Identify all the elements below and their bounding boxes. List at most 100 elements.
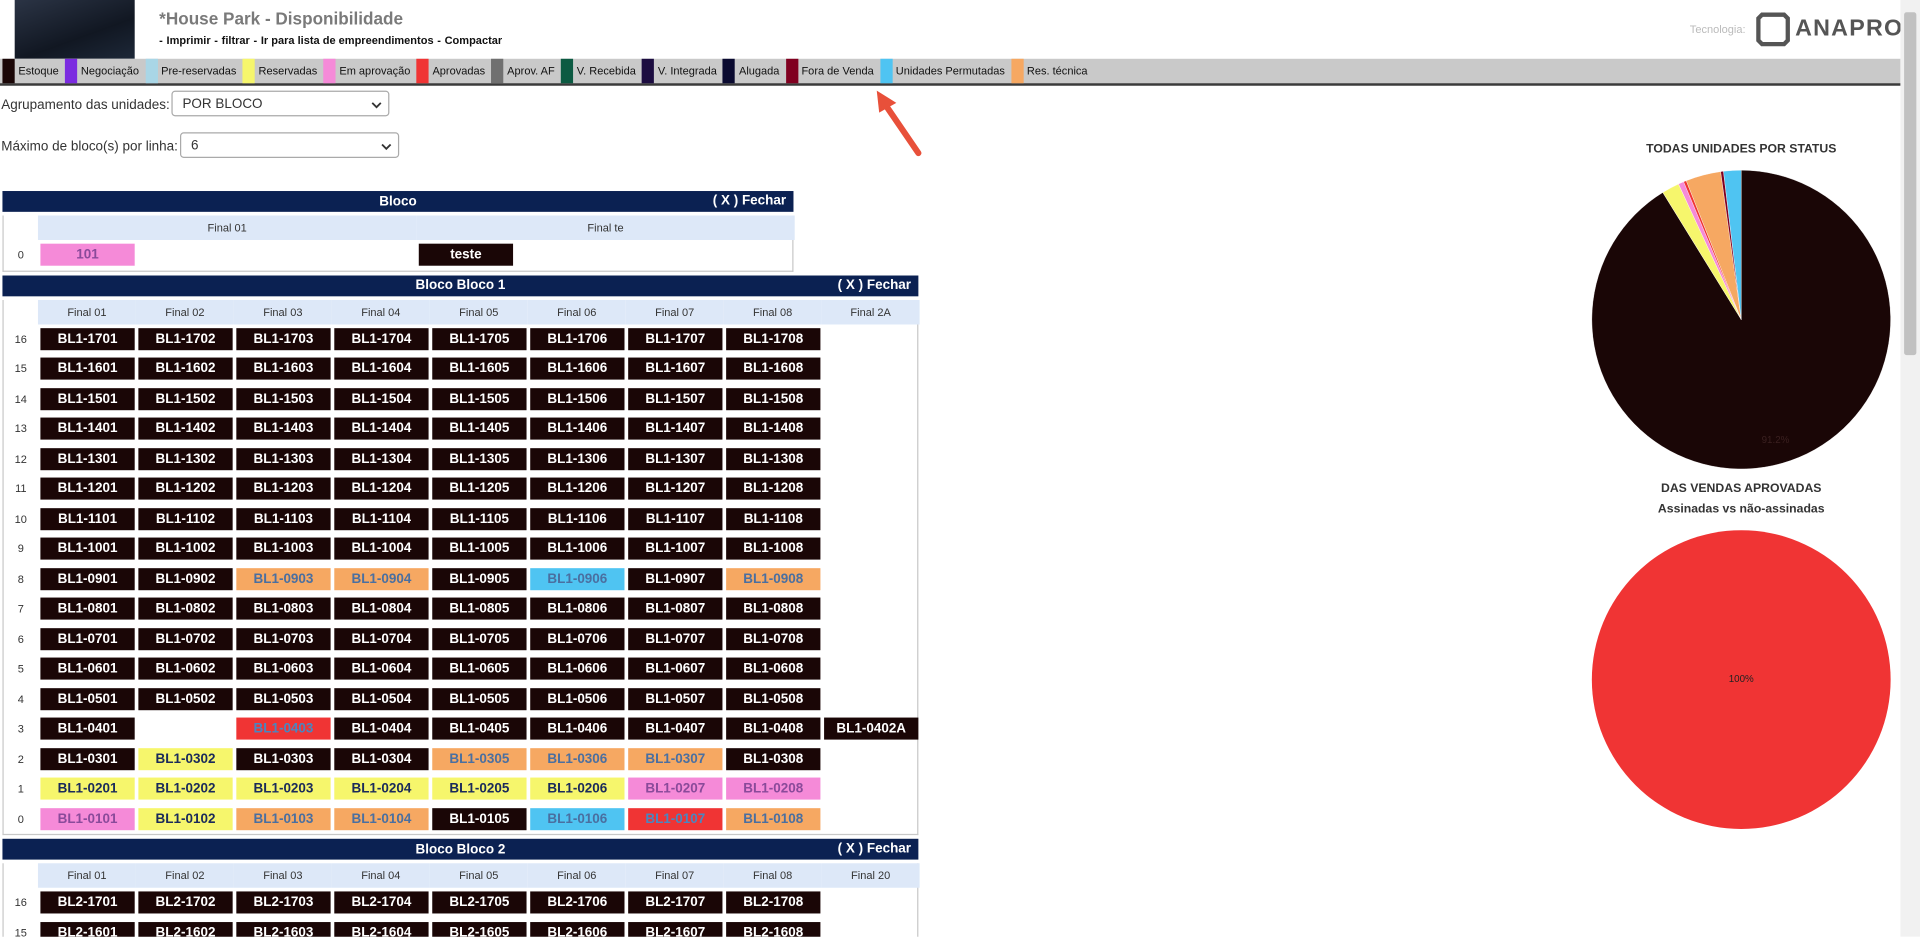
unit-cell[interactable]: BL1-0608 [726,657,821,680]
unit-cell[interactable]: BL2-1707 [628,891,723,914]
unit-cell[interactable]: BL1-0908 [726,567,821,590]
unit-cell[interactable]: BL1-0206 [530,777,625,800]
unit-cell[interactable]: BL1-1608 [726,357,821,380]
unit-cell[interactable]: BL1-0203 [236,777,331,800]
unit-cell[interactable]: BL2-1607 [628,921,723,937]
unit-cell[interactable]: BL2-1608 [726,921,821,937]
unit-cell[interactable]: BL1-1501 [40,387,135,410]
unit-cell[interactable]: BL1-1206 [530,477,625,500]
unit-cell[interactable]: BL1-0304 [334,747,429,770]
legend-item[interactable]: Alugada [721,58,783,84]
unit-cell[interactable]: BL1-1502 [138,387,233,410]
unit-cell[interactable]: BL1-1106 [530,507,625,530]
legend-item[interactable]: V. Integrada [640,58,721,84]
unit-cell[interactable]: BL1-1103 [236,507,331,530]
unit-cell[interactable]: BL1-0406 [530,717,625,740]
unit-cell[interactable]: BL1-1208 [726,477,821,500]
unit-cell[interactable]: BL1-0802 [138,597,233,620]
unit-cell[interactable]: BL1-0307 [628,747,723,770]
unit-cell[interactable]: BL1-0502 [138,687,233,710]
unit-cell[interactable]: BL1-1703 [236,327,331,350]
block-close[interactable]: ( X ) Fechar [712,193,787,209]
legend-item[interactable]: V. Recebida [558,58,639,84]
unit-cell[interactable]: BL1-1701 [40,327,135,350]
unit-cell[interactable]: BL1-0403 [236,717,331,740]
unit-cell[interactable]: BL1-1604 [334,357,429,380]
unit-cell[interactable]: BL1-0706 [530,627,625,650]
scrollbar-thumb[interactable] [1904,12,1917,356]
unit-cell[interactable]: BL1-0603 [236,657,331,680]
unit-cell[interactable]: BL2-1604 [334,921,429,937]
unit-cell[interactable]: BL1-1102 [138,507,233,530]
unit-cell[interactable]: BL1-0405 [432,717,527,740]
unit-cell[interactable]: BL1-0805 [432,597,527,620]
unit-cell[interactable]: BL1-1405 [432,417,527,440]
header-link[interactable]: Ir para lista de empreendimentos [260,34,434,47]
unit-cell[interactable]: BL1-0602 [138,657,233,680]
unit-cell[interactable]: BL1-0903 [236,567,331,590]
unit-cell[interactable]: BL2-1701 [40,891,135,914]
unit-cell[interactable]: BL1-0905 [432,567,527,590]
unit-cell[interactable]: BL1-0205 [432,777,527,800]
unit-cell[interactable]: BL1-0404 [334,717,429,740]
unit-cell[interactable]: BL1-0504 [334,687,429,710]
unit-cell[interactable]: BL1-0801 [40,597,135,620]
unit-cell[interactable]: BL1-1307 [628,447,723,470]
unit-cell[interactable]: BL1-1505 [432,387,527,410]
unit-cell[interactable]: BL1-1706 [530,327,625,350]
unit-cell[interactable]: BL1-1601 [40,357,135,380]
unit-cell[interactable]: BL1-1207 [628,477,723,500]
unit-cell[interactable]: BL2-1606 [530,921,625,937]
legend-item[interactable]: Estoque [0,58,62,84]
unit-cell[interactable]: BL1-0506 [530,687,625,710]
unit-cell[interactable]: BL1-1602 [138,357,233,380]
select[interactable]: POR BLOCO [171,90,390,117]
header-link[interactable]: Imprimir [166,34,211,47]
unit-cell[interactable]: BL1-1308 [726,447,821,470]
unit-cell[interactable]: BL1-0106 [530,807,625,830]
legend-item[interactable]: Pre-reservadas [143,58,240,84]
unit-cell[interactable]: BL1-0508 [726,687,821,710]
unit-cell[interactable]: BL1-1402 [138,417,233,440]
unit-cell[interactable]: BL1-0503 [236,687,331,710]
unit-cell[interactable]: BL1-0701 [40,627,135,650]
unit-cell[interactable]: BL2-1702 [138,891,233,914]
unit-cell[interactable]: BL1-1202 [138,477,233,500]
unit-cell[interactable]: BL1-1104 [334,507,429,530]
select[interactable]: 6 [180,132,400,158]
unit-cell[interactable]: BL1-0708 [726,627,821,650]
unit-cell[interactable]: BL1-1702 [138,327,233,350]
unit-cell[interactable]: BL1-0101 [40,807,135,830]
unit-cell[interactable]: BL1-0807 [628,597,723,620]
unit-cell[interactable]: teste [418,243,514,267]
unit-cell[interactable]: BL1-1707 [628,327,723,350]
unit-cell[interactable]: BL1-0703 [236,627,331,650]
unit-cell[interactable]: BL2-1605 [432,921,527,937]
unit-cell[interactable]: BL2-1603 [236,921,331,937]
unit-cell[interactable]: BL1-0702 [138,627,233,650]
unit-cell[interactable]: BL1-0401 [40,717,135,740]
unit-cell[interactable]: BL1-0906 [530,567,625,590]
unit-cell[interactable]: BL1-1305 [432,447,527,470]
unit-cell[interactable]: BL1-0103 [236,807,331,830]
unit-cell[interactable]: BL2-1706 [530,891,625,914]
unit-cell[interactable]: BL1-1401 [40,417,135,440]
unit-cell[interactable]: BL1-0104 [334,807,429,830]
unit-cell[interactable]: BL1-1005 [432,537,527,560]
unit-cell[interactable]: BL1-1007 [628,537,723,560]
unit-cell[interactable]: BL1-0207 [628,777,723,800]
unit-cell[interactable]: BL1-1003 [236,537,331,560]
legend-item[interactable]: Unidades Permutadas [877,58,1008,84]
unit-cell[interactable]: BL1-1101 [40,507,135,530]
unit-cell[interactable]: BL2-1708 [726,891,821,914]
unit-cell[interactable]: BL1-0902 [138,567,233,590]
unit-cell[interactable]: BL2-1601 [40,921,135,937]
unit-cell[interactable]: BL1-0208 [726,777,821,800]
unit-cell[interactable]: BL1-1105 [432,507,527,530]
unit-cell[interactable]: BL1-1302 [138,447,233,470]
unit-cell[interactable]: BL2-1703 [236,891,331,914]
unit-cell[interactable]: BL1-0707 [628,627,723,650]
unit-cell[interactable]: BL1-0705 [432,627,527,650]
unit-cell[interactable]: BL1-0507 [628,687,723,710]
legend-item[interactable]: Res. técnica [1009,58,1092,84]
